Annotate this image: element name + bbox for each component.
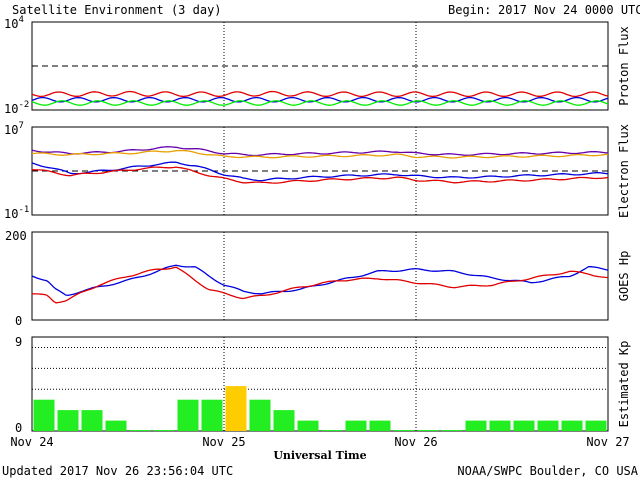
xtick-nov27: Nov 27 [586, 435, 629, 449]
kp-bar [369, 420, 391, 431]
kp-bar [297, 420, 319, 431]
hp-ytick-top: 200 [5, 229, 27, 243]
proton-ytick-top: 104 [4, 15, 24, 31]
goes-hp-panel [31, 231, 609, 321]
xtick-nov26: Nov 26 [394, 435, 437, 449]
hp-ylabel: GOES Hp [617, 251, 631, 302]
electron-series-red [31, 166, 609, 184]
kp-bar [393, 430, 415, 431]
kp-bar [177, 399, 199, 431]
x-axis-label: Universal Time [273, 449, 366, 462]
kp-bar [225, 386, 247, 431]
kp-bar [273, 410, 295, 431]
kp-ylabel: Estimated Kp [617, 341, 631, 428]
credit: NOAA/SWPC Boulder, CO USA [457, 464, 638, 478]
kp-bar [321, 430, 343, 431]
kp-bar [465, 420, 487, 431]
kp-bar [561, 420, 583, 431]
kp-bar [585, 420, 607, 431]
kp-bar [249, 399, 271, 431]
kp-bar [201, 399, 223, 431]
kp-bar [81, 410, 103, 431]
proton-ylabel: Proton Flux [617, 26, 631, 105]
electron-series-purple [31, 146, 609, 157]
proton-flux-panel [31, 21, 609, 111]
electron-ytick-top: 107 [4, 121, 24, 137]
proton-series-green [31, 100, 609, 106]
kp-bar [129, 430, 151, 431]
proton-ytick-bottom: 10-2 [4, 100, 29, 116]
hp-series-red [31, 266, 609, 304]
electron-series-blue [31, 161, 609, 182]
kp-bar [105, 420, 127, 431]
kp-bar [33, 399, 55, 431]
kp-bar [57, 410, 79, 431]
kp-ytick-bottom: 0 [15, 421, 22, 435]
kp-bar [153, 430, 175, 431]
kp-bar [345, 420, 367, 431]
kp-bar [537, 420, 559, 431]
begin-value: 2017 Nov 24 0000 UTC [498, 3, 640, 17]
kp-bar [513, 420, 535, 431]
electron-ylabel: Electron Flux [617, 124, 631, 218]
hp-ytick-bottom: 0 [15, 314, 22, 328]
electron-series-orange [31, 149, 609, 159]
chart-title: Satellite Environment (3 day) [12, 3, 222, 17]
updated-timestamp: Updated 2017 Nov 26 23:56:04 UTC [2, 464, 233, 478]
kp-bar [417, 430, 439, 431]
hp-series-blue [31, 264, 609, 297]
electron-flux-panel [31, 126, 609, 216]
proton-series-red [31, 90, 609, 98]
kp-bar [441, 430, 463, 431]
kp-bar [489, 420, 511, 431]
estimated-kp-panel [31, 336, 609, 432]
kp-ytick-top: 9 [15, 335, 22, 349]
electron-ytick-bottom: 10-1 [4, 205, 29, 221]
xtick-nov25: Nov 25 [202, 435, 245, 449]
begin-label: Begin: [448, 3, 491, 17]
xtick-nov24: Nov 24 [10, 435, 53, 449]
